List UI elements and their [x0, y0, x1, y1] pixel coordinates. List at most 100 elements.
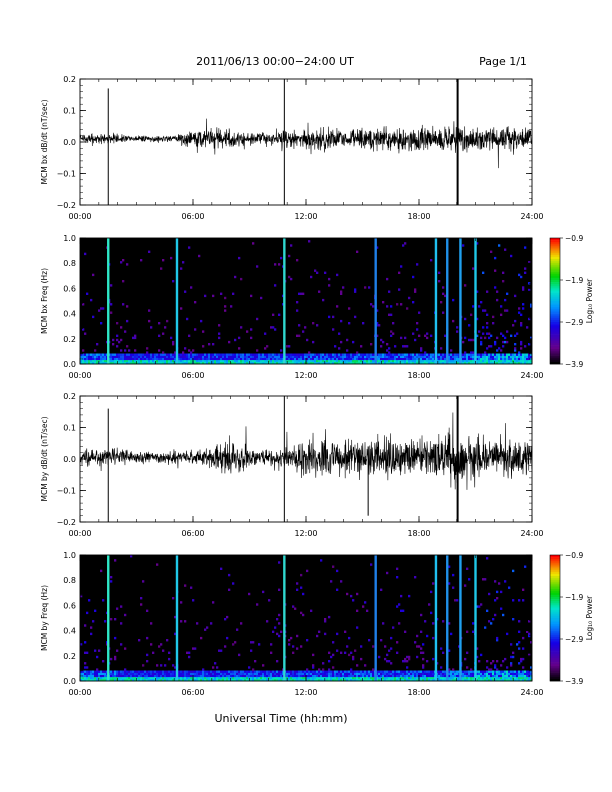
spectrogram-cell	[468, 361, 471, 365]
spectrogram-cell	[90, 670, 93, 673]
spectrogram-cell	[488, 336, 491, 340]
spectrogram-cell	[526, 355, 529, 358]
spectrogram-cell	[480, 301, 483, 304]
spectrogram-cell	[258, 678, 261, 682]
spectrogram-cell	[224, 676, 227, 680]
spectrogram-cell	[212, 359, 215, 363]
spectrogram-cell	[192, 599, 195, 602]
spectrogram-cell	[480, 343, 483, 346]
spectrogram-cell	[328, 668, 331, 671]
spectrogram-cell	[128, 674, 131, 678]
spectrogram-cell	[132, 359, 135, 363]
spectrogram-cell	[412, 332, 415, 335]
spectrogram-cell	[414, 674, 417, 678]
spectrogram-cell	[494, 670, 497, 673]
spectrogram-cell	[174, 674, 177, 678]
spectrogram-cell	[472, 305, 475, 308]
spectrogram-cell	[520, 670, 523, 673]
colorbar-step	[550, 290, 560, 293]
spectrogram-cell	[484, 351, 487, 354]
spectrogram-cell	[126, 674, 129, 678]
spectrogram-cell	[206, 361, 209, 365]
spectrogram-cell	[150, 359, 153, 363]
spectrogram-cell	[294, 607, 297, 610]
spectrogram-cell	[86, 361, 89, 365]
spectrogram-cell	[236, 678, 239, 682]
spectrogram-cell	[524, 357, 527, 361]
spectrogram-cell	[394, 345, 397, 348]
spectrogram-cell	[140, 353, 143, 356]
spectrogram-cell	[210, 355, 213, 358]
spectrogram-cell	[514, 353, 517, 356]
spectrogram-cell	[370, 361, 373, 365]
spectrogram-cell	[520, 322, 523, 325]
spectrogram-cell	[120, 338, 123, 342]
spectrogram-cell	[346, 670, 349, 673]
spectrogram-cell	[494, 286, 497, 289]
spectrogram-cell	[488, 674, 491, 678]
spectrogram-cell	[146, 653, 149, 657]
spectrogram-cell	[356, 676, 359, 680]
spectrogram-cell	[302, 355, 305, 358]
spectrogram-cell	[250, 670, 253, 673]
spectrogram-cell	[86, 666, 89, 669]
spectrogram-cell	[522, 357, 525, 361]
spectrogram-cell	[274, 670, 277, 673]
spectrogram-cell	[500, 607, 503, 610]
spectrogram-cell	[122, 355, 125, 358]
spectrogram-cell	[226, 615, 229, 619]
colorbar-step	[550, 586, 560, 589]
spectrogram-cell	[286, 672, 289, 675]
spectrogram-cell	[94, 678, 97, 682]
spectrogram-cell	[454, 670, 457, 673]
spectrogram-cell	[314, 353, 317, 356]
spectrogram-cell	[156, 672, 159, 675]
spectrogram-cell	[184, 357, 187, 361]
spectrogram-cell	[128, 672, 131, 675]
spectrogram-cell	[86, 676, 89, 680]
spectrogram-cell	[404, 353, 407, 356]
spectrogram-cell	[92, 361, 95, 365]
spectrogram-cell	[250, 336, 253, 340]
spectrogram-cell	[476, 674, 479, 678]
spectrogram-cell	[152, 670, 155, 673]
spectrogram-cell	[314, 269, 317, 272]
spectrogram-cell	[234, 275, 237, 279]
spectrogram-cell	[336, 359, 339, 363]
spectrogram-cell	[464, 678, 467, 682]
spectrogram-cell	[496, 298, 499, 302]
spectrogram-cell	[420, 613, 423, 617]
spectrogram-cell	[378, 353, 381, 356]
spectrogram-cell	[522, 353, 525, 356]
spectrogram-cell	[476, 355, 479, 358]
spectrogram-cell	[262, 678, 265, 682]
spectrogram-cell	[306, 338, 309, 342]
spectrogram-cell	[360, 361, 363, 365]
spectrogram-cell	[530, 672, 533, 675]
spectrogram-cell	[220, 292, 223, 295]
spectrogram-cell	[392, 676, 395, 680]
spectrogram-cell	[406, 307, 409, 310]
spectrogram-cell	[370, 343, 373, 346]
spectrogram-cell	[104, 353, 107, 356]
spectrogram-vertical-band	[434, 555, 438, 681]
spectrogram-cell	[288, 345, 291, 348]
spectrogram-cell	[192, 355, 195, 358]
spectrogram-cell	[442, 676, 445, 680]
spectrogram-cell	[168, 674, 171, 678]
spectrogram-cell	[102, 599, 105, 602]
spectrogram-cell	[254, 670, 257, 673]
spectrogram-cell	[524, 267, 527, 270]
spectrogram-cell	[472, 359, 475, 363]
spectrogram-cell	[88, 599, 91, 602]
spectrogram-cell	[360, 678, 363, 682]
colorbar-step	[550, 347, 560, 350]
x-tick-label: 12:00	[294, 371, 317, 380]
spectrogram-cell	[296, 361, 299, 365]
spectrogram-cell	[186, 355, 189, 358]
spectrogram-cell	[104, 674, 107, 678]
spectrogram-cell	[420, 349, 423, 352]
spectrogram-cell	[498, 353, 501, 356]
spectrogram-cell	[240, 672, 243, 675]
spectrogram-cell	[168, 670, 171, 673]
